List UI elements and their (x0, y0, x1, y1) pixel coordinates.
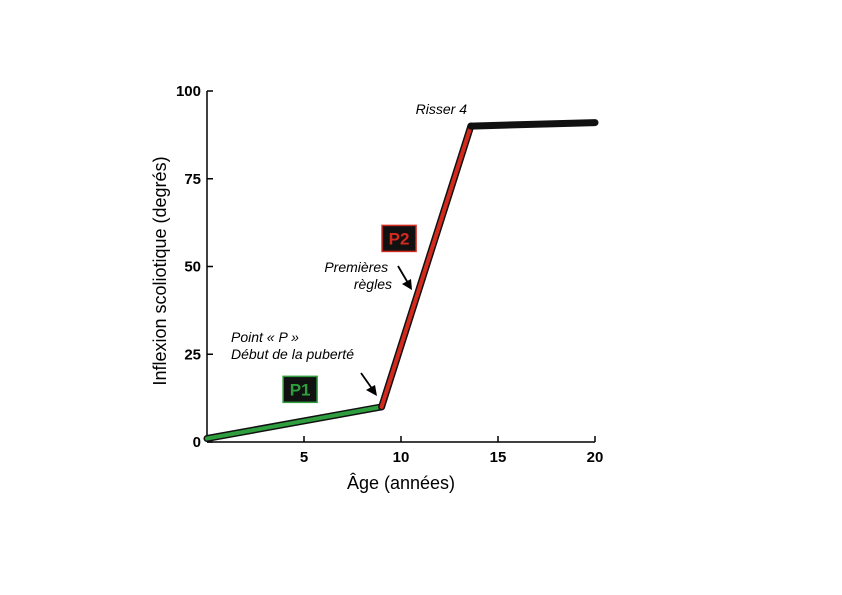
y-tick-label-0: 0 (193, 434, 201, 451)
annotations: Point « P » Début de la puberté Première… (231, 101, 467, 362)
annotation-risser-4-line-1: Risser 4 (416, 101, 468, 117)
phase-box-p2 (381, 224, 417, 253)
annotation-risser-4: Risser 4 (416, 101, 468, 117)
series-line-p2 (379, 124, 473, 409)
annotation-point-p-line-2: Début de la puberté (231, 346, 354, 362)
y-axis-title: Inflexion scoliotique (degrés) (150, 156, 170, 385)
series-line-plateau (468, 120, 597, 129)
phase-labels: P1 P2 (282, 224, 417, 404)
annotation-arrows (360, 265, 412, 396)
x-tick-label-20: 20 (587, 449, 604, 466)
series-segment-p1 (203, 403, 386, 442)
axes (206, 91, 595, 443)
x-tick-label-15: 15 (490, 449, 507, 466)
phase-badge-p1: P1 (282, 375, 318, 404)
annotation-point-p-line-1: Point « P » (231, 329, 299, 345)
arrow-point-p (360, 372, 377, 396)
series-segment-plateau (467, 119, 599, 130)
data-series (203, 119, 599, 442)
annotation-premieres-regles: Premières règles (324, 259, 392, 292)
phase-box-p1 (282, 375, 318, 404)
annotation-premieres-regles-line-2: règles (354, 276, 392, 292)
x-axis-title: Âge (années) (347, 473, 455, 493)
y-tick-label-100: 100 (176, 83, 201, 100)
series-segment-p2 (378, 122, 475, 411)
x-tick-label-10: 10 (393, 449, 410, 466)
series-line-p1 (205, 404, 384, 441)
phase-badge-p2: P2 (381, 224, 417, 253)
y-tick-label-25: 25 (184, 346, 201, 363)
y-tick-label-75: 75 (184, 171, 201, 188)
phase-label-p2: P2 (389, 229, 410, 248)
y-tick-label-50: 50 (184, 259, 201, 276)
annotation-point-p: Point « P » Début de la puberté (231, 329, 354, 362)
x-tick-label-5: 5 (300, 449, 308, 466)
arrow-premieres-regles (397, 265, 412, 290)
phase-label-p1: P1 (290, 380, 311, 399)
ticks: 0 25 50 75 100 5 10 15 20 (176, 83, 603, 466)
annotation-premieres-regles-line-1: Premières (324, 259, 388, 275)
